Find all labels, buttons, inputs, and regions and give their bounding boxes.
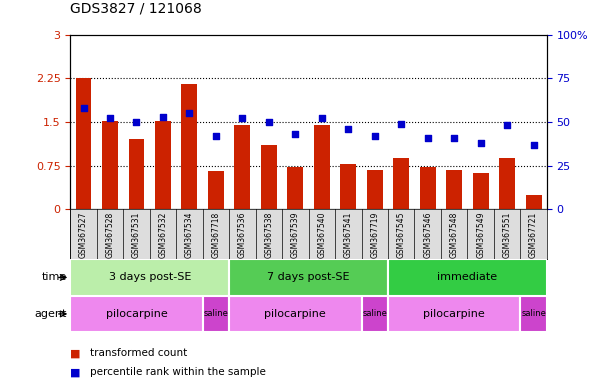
Text: GSM367718: GSM367718: [211, 212, 221, 258]
Point: [397, 121, 406, 127]
Text: pilocarpine: pilocarpine: [106, 309, 167, 319]
Bar: [521, 296, 547, 332]
Bar: [229, 296, 362, 332]
Bar: [76, 78, 92, 209]
Text: GSM367527: GSM367527: [79, 212, 88, 258]
Text: GSM367551: GSM367551: [503, 212, 511, 258]
Point: [158, 114, 168, 120]
Bar: [340, 164, 356, 209]
Point: [476, 140, 486, 146]
Point: [502, 122, 512, 129]
Bar: [525, 195, 541, 209]
Point: [79, 105, 89, 111]
Text: saline: saline: [521, 310, 546, 318]
Point: [185, 110, 194, 116]
Text: 7 days post-SE: 7 days post-SE: [267, 272, 350, 283]
Text: GSM367719: GSM367719: [370, 212, 379, 258]
Bar: [70, 296, 203, 332]
Text: saline: saline: [362, 310, 387, 318]
Bar: [420, 167, 436, 209]
Bar: [181, 84, 197, 209]
Bar: [446, 170, 462, 209]
Text: transformed count: transformed count: [90, 348, 187, 358]
Text: pilocarpine: pilocarpine: [265, 309, 326, 319]
Text: GSM367539: GSM367539: [291, 212, 300, 258]
Text: GSM367546: GSM367546: [423, 212, 432, 258]
Text: ■: ■: [70, 348, 81, 358]
Bar: [261, 145, 277, 209]
Text: percentile rank within the sample: percentile rank within the sample: [90, 367, 266, 377]
Text: GSM367721: GSM367721: [529, 212, 538, 258]
Point: [131, 119, 141, 125]
Text: time: time: [42, 272, 67, 283]
Bar: [362, 296, 388, 332]
Text: GSM367541: GSM367541: [344, 212, 353, 258]
Bar: [102, 121, 118, 209]
Bar: [388, 259, 547, 296]
Bar: [393, 158, 409, 209]
Text: GSM367538: GSM367538: [265, 212, 273, 258]
Text: GSM367540: GSM367540: [317, 212, 326, 258]
Text: immediate: immediate: [437, 272, 497, 283]
Point: [343, 126, 353, 132]
Bar: [203, 296, 229, 332]
Text: GSM367536: GSM367536: [238, 212, 247, 258]
Text: GSM367548: GSM367548: [450, 212, 459, 258]
Bar: [473, 173, 489, 209]
Point: [529, 142, 538, 148]
Bar: [128, 139, 144, 209]
Bar: [388, 296, 521, 332]
Text: 3 days post-SE: 3 days post-SE: [109, 272, 191, 283]
Point: [264, 119, 274, 125]
Point: [105, 115, 115, 121]
Point: [290, 131, 300, 137]
Text: saline: saline: [203, 310, 229, 318]
Text: GSM367549: GSM367549: [476, 212, 485, 258]
Bar: [499, 158, 515, 209]
Point: [317, 115, 327, 121]
Bar: [70, 259, 229, 296]
Text: GSM367534: GSM367534: [185, 212, 194, 258]
Bar: [314, 125, 330, 209]
Text: GSM367532: GSM367532: [158, 212, 167, 258]
Text: ■: ■: [70, 367, 81, 377]
Bar: [208, 171, 224, 209]
Point: [211, 133, 221, 139]
Bar: [367, 170, 382, 209]
Bar: [155, 121, 171, 209]
Point: [449, 134, 459, 141]
Text: GSM367528: GSM367528: [106, 212, 114, 258]
Bar: [287, 167, 303, 209]
Bar: [235, 125, 251, 209]
Point: [370, 133, 379, 139]
Point: [238, 115, 247, 121]
Text: GDS3827 / 121068: GDS3827 / 121068: [70, 2, 202, 15]
Text: pilocarpine: pilocarpine: [423, 309, 485, 319]
Text: GSM367531: GSM367531: [132, 212, 141, 258]
Text: GSM367545: GSM367545: [397, 212, 406, 258]
Bar: [229, 259, 388, 296]
Point: [423, 134, 433, 141]
Text: agent: agent: [35, 309, 67, 319]
